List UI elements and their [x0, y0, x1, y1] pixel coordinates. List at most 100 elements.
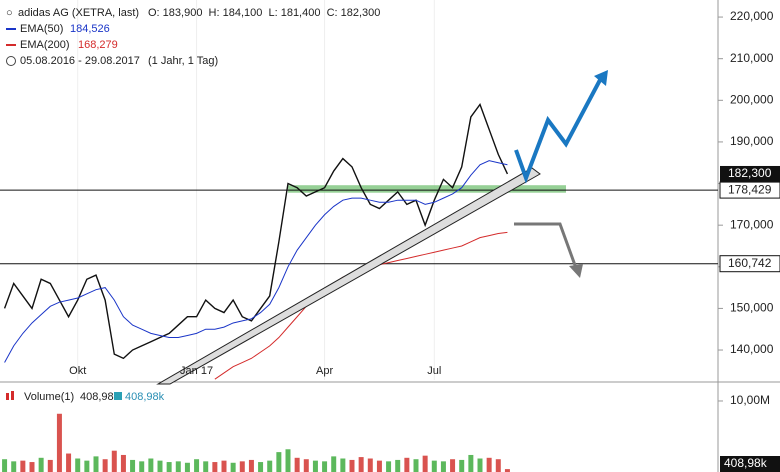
volume-bar: [440, 461, 446, 472]
volume-value: 408,98k: [80, 391, 120, 403]
volume-icon: [6, 393, 9, 400]
volume-bar: [276, 452, 282, 472]
volume-bar: [157, 460, 163, 472]
volume-bar: [404, 457, 410, 472]
legend-label: EMA(50): [20, 23, 63, 35]
y-tick-label: 140,000: [730, 342, 774, 356]
volume-bar: [331, 456, 337, 472]
x-tick-label: Jan 17: [180, 365, 213, 377]
x-tick-label: Okt: [69, 365, 86, 377]
volume-bar: [431, 460, 437, 472]
volume-bar: [239, 461, 245, 472]
volume-bar: [166, 462, 172, 472]
volume-bar: [84, 460, 90, 472]
clock-icon: [6, 56, 16, 66]
volume-bar: [504, 469, 510, 472]
volume-bar: [285, 449, 291, 472]
projection-down: [514, 222, 578, 269]
volume-bar: [340, 458, 346, 472]
arrow-head: [569, 264, 583, 278]
volume-bar: [111, 450, 117, 472]
price-tag: [719, 181, 780, 199]
legend-value: 184,526: [70, 23, 110, 35]
volume-bar: [29, 462, 35, 472]
volume-bar: [376, 460, 382, 472]
y-tick-label: 210,000: [730, 51, 774, 65]
volume-bar: [367, 458, 373, 472]
volume-bar: [395, 459, 401, 472]
price-tag: [719, 255, 780, 273]
volume-bar: [322, 461, 328, 472]
support-zone: [288, 185, 566, 193]
volume-icon: [11, 391, 14, 400]
volume-bar: [312, 460, 318, 472]
y-tick-label: 10,00M: [730, 393, 770, 407]
volume-bar: [358, 457, 364, 472]
title: adidas AG (XETRA, last): [18, 7, 139, 19]
volume-bar: [184, 462, 190, 472]
volume-bar: [495, 459, 501, 472]
volume-bar: [212, 462, 218, 472]
price-tag-label: 178,429: [728, 182, 772, 196]
y-tick-label: 200,000: [730, 92, 774, 106]
projection-up: [514, 79, 602, 184]
volume-bar: [422, 455, 428, 472]
dot: ○: [6, 7, 13, 19]
volume-label: Volume(1): [24, 391, 74, 403]
volume-bar: [303, 459, 309, 472]
volume-tag-label: 408,98k: [724, 456, 768, 470]
volume-bar: [139, 461, 145, 472]
volume-bar: [459, 459, 465, 472]
price-line: [3, 103, 509, 360]
volume-bar: [56, 413, 62, 472]
volume-bar: [468, 454, 474, 472]
last-price-tag: [720, 165, 780, 182]
volume-bar: [148, 458, 154, 472]
volume-tag: [720, 456, 780, 472]
ohlc: O: 183,900 H: 184,100 L: 181,400 C: 182,…: [148, 7, 380, 19]
volume-bar: [477, 458, 483, 472]
arrow-head: [594, 70, 608, 86]
last-price-label: 182,300: [728, 166, 772, 180]
y-tick-label: 190,000: [730, 134, 774, 148]
volume-value: 408,98k: [125, 391, 165, 403]
y-tick-label: 170,000: [730, 217, 774, 231]
volume-bar: [258, 462, 264, 472]
volume-bar: [11, 461, 17, 472]
price-tag-label: 160,742: [728, 256, 772, 270]
x-tick-label: Apr: [316, 365, 333, 377]
volume-bar: [38, 457, 44, 472]
volume-bar: [75, 458, 81, 472]
volume-bar: [203, 461, 209, 472]
volume-bar: [102, 459, 108, 472]
x-tick-label: Jul: [427, 365, 441, 377]
volume-bar: [349, 459, 355, 472]
ema-line: [4, 160, 508, 363]
legend-label: EMA(200): [20, 39, 70, 51]
y-tick-label: 220,000: [730, 9, 774, 23]
volume-bar: [230, 462, 236, 472]
volume-bar: [2, 459, 8, 472]
trend-channel: [156, 167, 541, 385]
volume-bar: [486, 457, 492, 472]
volume-bar: [294, 457, 300, 472]
legend-value: 168,279: [78, 39, 118, 51]
volume-bar: [450, 459, 456, 472]
volume-bar: [386, 461, 392, 472]
volume-bar: [120, 454, 126, 472]
volume-bar: [47, 459, 53, 472]
volume-bar: [267, 460, 273, 472]
y-tick-label: 150,000: [730, 301, 774, 315]
volume-bar: [221, 460, 227, 472]
period: (1 Jahr, 1 Tag): [148, 55, 218, 67]
y-axis: 140,000150,000160,000170,000180,000190,0…: [718, 9, 774, 407]
volume-bar: [175, 461, 181, 472]
volume-bar: [248, 459, 254, 472]
volume-swatch: [114, 392, 122, 400]
date-range: 05.08.2016 - 29.08.2017: [20, 55, 140, 67]
volume-bar: [93, 456, 99, 472]
volume-bar: [130, 459, 136, 472]
volume-bar: [194, 459, 200, 472]
